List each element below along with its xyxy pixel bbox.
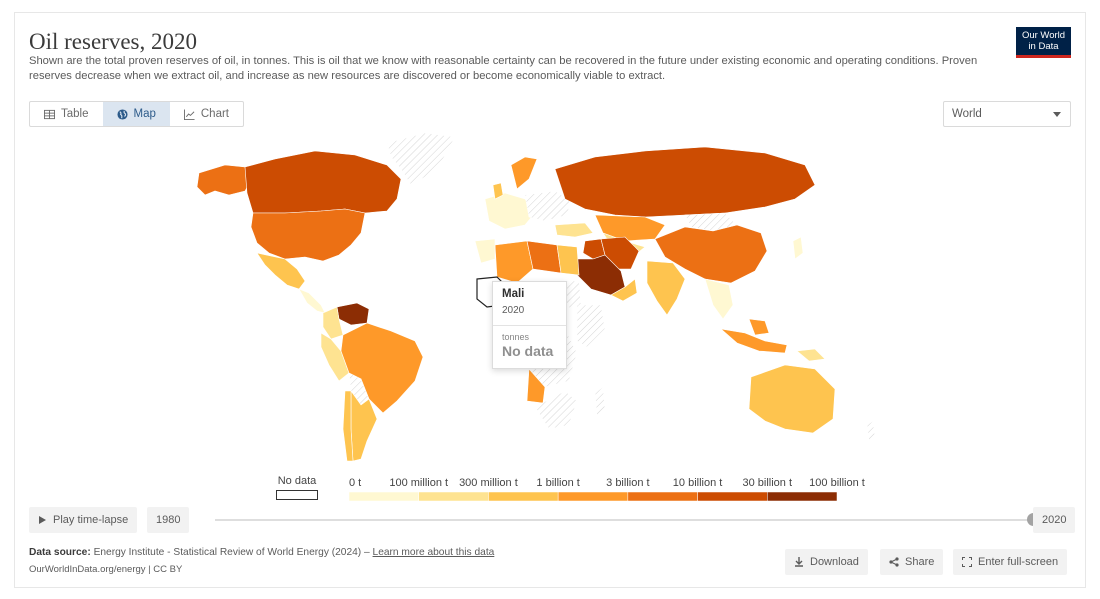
- start-year-badge[interactable]: 1980: [147, 507, 190, 533]
- share-button[interactable]: Share: [880, 549, 944, 575]
- line-chart-icon: [183, 108, 195, 120]
- legend-bin-label: 100 billion t: [809, 477, 865, 489]
- region-select[interactable]: World: [943, 101, 1071, 127]
- source-url[interactable]: OurWorldInData.org/energy | CC BY: [29, 564, 183, 575]
- view-tabs: Table Map Chart: [29, 101, 244, 127]
- chevron-down-icon: [1053, 112, 1061, 117]
- fullscreen-button[interactable]: Enter full-screen: [953, 549, 1068, 575]
- legend-swatch[interactable]: [697, 491, 768, 502]
- legend-swatch[interactable]: [627, 491, 698, 502]
- legend-swatch-no-data[interactable]: [276, 490, 318, 500]
- legend-swatch[interactable]: [348, 491, 419, 502]
- country-alaska[interactable]: [196, 164, 254, 196]
- legend-bin-label: 30 billion t: [743, 477, 793, 489]
- share-label: Share: [905, 556, 935, 568]
- play-button-label: Play time-lapse: [53, 514, 129, 526]
- country-australia[interactable]: [748, 364, 836, 434]
- end-year-badge[interactable]: 2020: [1033, 507, 1076, 533]
- country-china[interactable]: [654, 224, 768, 284]
- fullscreen-icon: [962, 557, 972, 567]
- logo-line-2: in Data: [1028, 40, 1059, 52]
- tab-chart[interactable]: Chart: [170, 102, 243, 126]
- legend-swatch[interactable]: [488, 491, 559, 502]
- country-indonesia[interactable]: [720, 328, 788, 354]
- download-label: Download: [810, 556, 859, 568]
- learn-more-link[interactable]: Learn more about this data: [372, 547, 495, 558]
- country-new-zealand[interactable]: [866, 420, 876, 442]
- chart-frame: Oil reserves, 2020 Shown are the total p…: [14, 12, 1086, 588]
- start-year: 1980: [156, 514, 181, 526]
- chart-subtitle: Shown are the total proven reserves of o…: [29, 55, 978, 82]
- country-yemen-oman[interactable]: [610, 278, 638, 302]
- legend-label-no-data: No data: [277, 475, 317, 487]
- chart-title: Oil reserves, 2020: [29, 29, 197, 54]
- legend-swatch[interactable]: [418, 491, 489, 502]
- country-venezuela[interactable]: [336, 302, 370, 326]
- timeline-controls: Play time-lapse 1980 2020: [29, 507, 1076, 533]
- country-peru[interactable]: [320, 332, 350, 382]
- globe-icon: [116, 108, 128, 120]
- country-india[interactable]: [646, 260, 686, 316]
- country-chile[interactable]: [342, 390, 354, 462]
- download-icon: [795, 557, 803, 567]
- fullscreen-label: Enter full-screen: [978, 556, 1059, 568]
- legend-bin-label: 100 million t: [389, 477, 448, 489]
- tab-table[interactable]: Table: [30, 102, 103, 126]
- country-egypt[interactable]: [556, 244, 580, 276]
- country-morocco[interactable]: [474, 238, 496, 264]
- logo-line-1: Our World: [1021, 30, 1066, 41]
- country-uk[interactable]: [492, 182, 504, 200]
- country-japan[interactable]: [792, 236, 804, 260]
- data-source: Data source: Energy Institute - Statisti…: [29, 547, 494, 558]
- country-usa[interactable]: [250, 208, 366, 262]
- owid-logo[interactable]: Our World in Data: [1016, 27, 1071, 58]
- country-russia[interactable]: [554, 146, 816, 218]
- source-prefix: Data source:: [29, 547, 91, 558]
- tooltip-value: No data: [502, 343, 554, 359]
- legend-scale: 0 t 100 million t 300 million t 1 billion t…: [348, 477, 865, 502]
- country-canada[interactable]: [244, 150, 402, 214]
- tooltip-divider: [493, 325, 566, 326]
- country-europe-west[interactable]: [484, 192, 536, 230]
- country-norway[interactable]: [510, 156, 538, 190]
- share-icon: [889, 557, 899, 567]
- country-mexico[interactable]: [256, 252, 306, 290]
- legend-bin-label: 0 t: [349, 477, 361, 489]
- country-se-asia[interactable]: [704, 278, 734, 320]
- tab-chart-label: Chart: [200, 108, 229, 120]
- country-greenland[interactable]: [386, 132, 456, 186]
- end-year: 2020: [1042, 514, 1067, 526]
- map-legend: No data 0 t 100 million t 300 million t 1 b…: [275, 475, 875, 505]
- play-button[interactable]: Play time-lapse: [29, 507, 138, 533]
- country-central-america[interactable]: [298, 288, 326, 314]
- source-text: Energy Institute - Statistical Review of…: [93, 547, 370, 558]
- country-malaysia[interactable]: [748, 318, 770, 336]
- download-button[interactable]: Download: [785, 549, 868, 575]
- table-icon: [44, 109, 55, 119]
- region-select-value: World: [952, 108, 982, 120]
- legend-swatch[interactable]: [767, 491, 838, 502]
- country-east-africa[interactable]: [576, 304, 606, 348]
- country-south-africa[interactable]: [534, 390, 578, 430]
- play-icon: [39, 516, 46, 524]
- country-madagascar[interactable]: [594, 386, 606, 418]
- country-turkey[interactable]: [554, 222, 594, 238]
- tab-table-label: Table: [61, 108, 89, 120]
- tooltip-year: 2020: [502, 305, 525, 316]
- country-europe-east[interactable]: [524, 190, 572, 222]
- legend-bin-label: 10 billion t: [673, 477, 723, 489]
- map-tooltip: Mali 2020 tonnes No data: [492, 281, 567, 369]
- legend-swatch[interactable]: [557, 491, 629, 502]
- country-png[interactable]: [796, 348, 826, 362]
- tooltip-country: Mali: [502, 288, 525, 300]
- tab-map[interactable]: Map: [102, 102, 170, 126]
- tooltip-unit: tonnes: [502, 332, 530, 342]
- country-algeria[interactable]: [494, 240, 534, 284]
- legend-bin-label: 1 billion t: [536, 477, 579, 489]
- tab-map-label: Map: [133, 108, 156, 120]
- legend-bin-label: 300 million t: [459, 477, 518, 489]
- timeline-track[interactable]: [215, 519, 1033, 521]
- legend-bin-label: 3 billion t: [606, 477, 649, 489]
